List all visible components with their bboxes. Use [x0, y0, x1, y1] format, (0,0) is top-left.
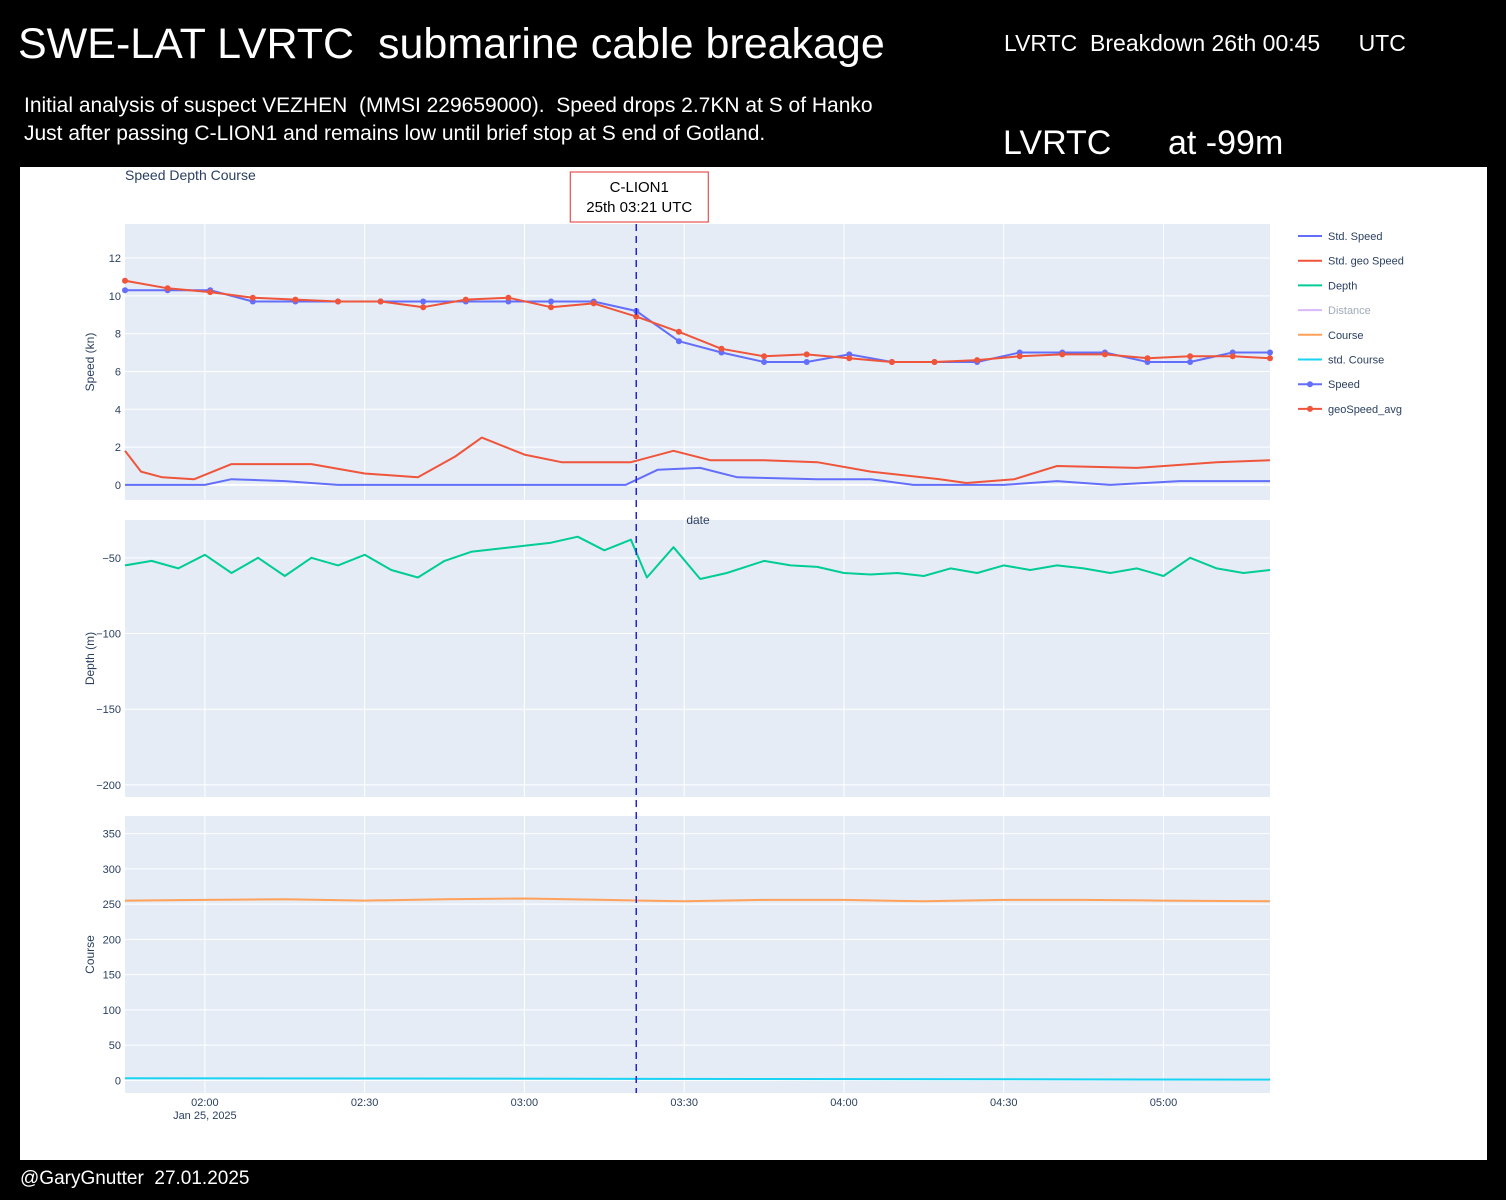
legend-label: Std. geo Speed	[1328, 256, 1404, 268]
depth-plot-background	[125, 520, 1270, 797]
course-ytick-label: 300	[103, 864, 121, 876]
geo-speed-avg-point	[420, 304, 427, 311]
depth-ytick-label: −50	[102, 553, 121, 565]
geo-speed-avg-point	[1267, 355, 1273, 362]
geo-speed-avg-point	[462, 296, 469, 303]
course-ytick-label: 350	[103, 829, 121, 841]
legend-label: Distance	[1328, 305, 1371, 317]
speed-point	[122, 287, 128, 294]
legend-label: Depth	[1328, 280, 1357, 292]
analysis-line-1: Initial analysis of suspect VEZHEN (MMSI…	[24, 94, 873, 117]
breakdown-time: LVRTC Breakdown 26th 00:45 UTC	[1004, 30, 1406, 56]
std-course-line	[124, 1077, 1271, 1081]
x-tick-date-label: Jan 25, 2025	[173, 1110, 237, 1122]
x-axis-title: date	[686, 513, 710, 527]
speed-ytick-label: 2	[115, 442, 121, 454]
geo-speed-avg-point	[974, 357, 981, 364]
speed-ytick-label: 10	[109, 291, 121, 303]
author-footer: @GaryGnutter 27.01.2025	[20, 1168, 250, 1189]
speed-point	[803, 359, 810, 365]
geo-speed-avg-point	[1187, 353, 1194, 360]
geo-speed-avg-point	[590, 300, 597, 307]
geo-speed-avg-point	[249, 294, 256, 301]
speed-plot-background	[125, 224, 1270, 500]
speed-point	[420, 298, 427, 305]
geo-speed-avg-point	[164, 285, 171, 292]
analysis-line-2: Just after passing C-LION1 and remains l…	[24, 122, 766, 145]
legend-label: geoSpeed_avg	[1328, 404, 1402, 416]
depth-ytick-label: −200	[96, 780, 121, 792]
legend-label: std. Course	[1328, 355, 1384, 367]
speed-axis-title: Speed (kn)	[83, 333, 97, 392]
speed-point	[675, 338, 682, 345]
std-speed-line	[125, 466, 1270, 486]
chart-title: Speed Depth Course	[125, 167, 256, 183]
depth-ytick-label: −150	[96, 704, 121, 716]
geo-speed-avg-point	[1059, 351, 1066, 358]
geo-speed-avg-point	[633, 313, 640, 320]
course-plot-background	[125, 816, 1270, 1093]
geo-speed-avg-point	[377, 298, 384, 305]
main-title: SWE-LAT LVRTC submarine cable breakage	[18, 20, 885, 68]
legend-label: Speed	[1328, 379, 1360, 391]
speed-point	[1187, 359, 1194, 365]
x-tick-label: 05:00	[1150, 1097, 1178, 1109]
speed-point	[548, 298, 554, 305]
course-ytick-label: 100	[103, 1005, 121, 1017]
legend-label: Std. Speed	[1328, 231, 1382, 243]
course-ytick-label: 250	[103, 899, 121, 911]
speed-ytick-label: 0	[115, 480, 121, 492]
speed-ytick-label: 12	[109, 253, 121, 265]
depth-axis-title: Depth (m)	[83, 632, 97, 685]
c-lion1-annotation-title: C-LION1	[610, 179, 669, 196]
x-tick-label: 04:00	[830, 1097, 858, 1109]
course-ytick-label: 0	[115, 1075, 121, 1087]
geo-speed-avg-point	[718, 345, 725, 352]
geo-speed-avg-point	[122, 277, 128, 284]
x-tick-label: 02:30	[351, 1097, 379, 1109]
geo-speed-avg-point	[1016, 353, 1023, 360]
legend-marker	[1307, 405, 1313, 412]
chart-panel: 0 2 4 6 8 10 12 Speed (kn) −50 −100 −150 −200 Depth …	[20, 167, 1487, 1160]
x-tick-label: 03:00	[511, 1097, 539, 1109]
legend-marker	[1307, 381, 1313, 388]
course-axis-title: Course	[83, 935, 97, 974]
course-line	[124, 897, 1271, 903]
geo-speed-avg-point	[292, 296, 299, 303]
geo-speed-avg-point	[846, 355, 853, 362]
cable-depth-label: LVRTC at -99m	[1003, 124, 1284, 162]
std-geo-speed-line	[124, 436, 1271, 484]
x-tick-label: 04:30	[990, 1097, 1018, 1109]
course-ytick-label: 150	[103, 970, 121, 982]
depth-ytick-label: −100	[96, 629, 121, 641]
x-tick-label: 02:00	[191, 1097, 219, 1109]
speed-depth-course-chart: 0 2 4 6 8 10 12 Speed (kn) −50 −100 −150 −200 Depth …	[83, 167, 1404, 1122]
c-lion1-annotation-time: 25th 03:21 UTC	[586, 199, 692, 216]
geo-speed-avg-point	[803, 351, 810, 358]
geo-speed-avg-point	[335, 298, 341, 305]
geo-speed-avg-point	[675, 328, 682, 335]
speed-ytick-label: 6	[115, 366, 121, 378]
x-tick-label: 03:30	[670, 1097, 698, 1109]
geo-speed-avg-point	[931, 359, 938, 365]
speed-ytick-label: 8	[115, 329, 121, 341]
geo-speed-avg-point	[1229, 353, 1236, 360]
geo-speed-avg-point	[1101, 351, 1108, 358]
geo-speed-avg-point	[1144, 355, 1151, 362]
speed-ytick-label: 4	[115, 404, 121, 416]
geo-speed-avg-point	[888, 359, 895, 365]
geo-speed-avg-line	[124, 279, 1271, 363]
speed-point	[761, 359, 768, 365]
speed-point	[1267, 349, 1273, 356]
geo-speed-avg-point	[505, 294, 512, 301]
course-ytick-label: 200	[103, 934, 121, 946]
c-lion1-annotation-box	[569, 171, 709, 223]
legend-label: Course	[1328, 330, 1363, 342]
geo-speed-avg-point	[761, 353, 768, 360]
course-ytick-label: 50	[109, 1040, 121, 1052]
depth-line	[124, 535, 1271, 580]
geo-speed-avg-point	[207, 289, 214, 296]
geo-speed-avg-point	[548, 304, 554, 311]
